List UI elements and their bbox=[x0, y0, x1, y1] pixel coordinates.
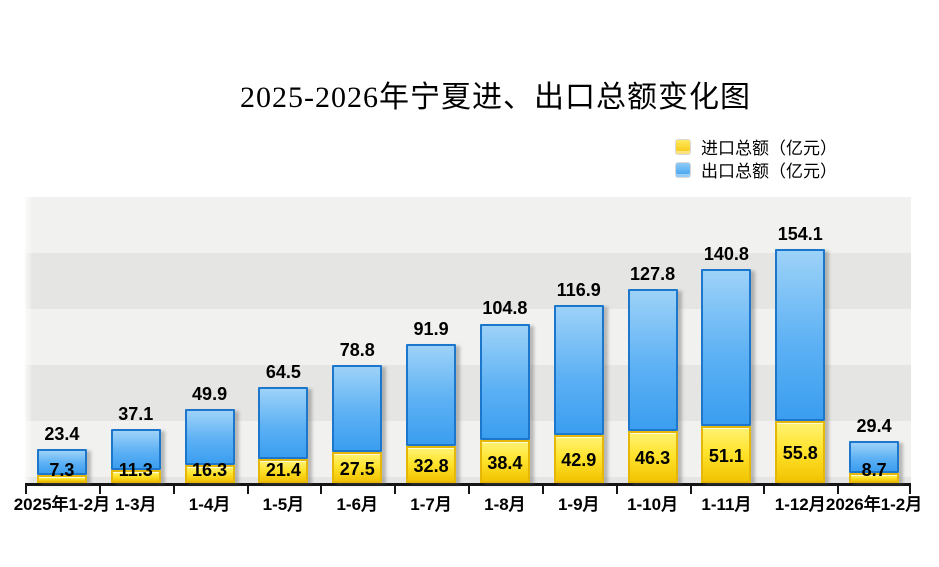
import-bar-segment bbox=[406, 446, 457, 483]
import-value-label: 21.4 bbox=[265, 460, 301, 480]
x-axis-label: 1-9月 bbox=[557, 495, 600, 514]
import-value-label: 27.5 bbox=[339, 458, 375, 479]
export-value-label: 23.4 bbox=[44, 423, 80, 444]
x-axis-tick bbox=[541, 486, 544, 494]
export-value-label: 116.9 bbox=[556, 279, 601, 300]
import-bar-segment bbox=[701, 426, 752, 483]
x-axis-label: 1-4月 bbox=[188, 495, 231, 514]
import-bar-segment bbox=[627, 431, 678, 483]
import-value-label: 46.3 bbox=[635, 448, 671, 469]
export-value-label: 127.8 bbox=[630, 264, 676, 285]
import-swatch-icon bbox=[676, 139, 690, 154]
legend-label-import: 进口总额（亿元） bbox=[701, 139, 837, 158]
bar-group bbox=[184, 409, 235, 483]
export-swatch-icon bbox=[676, 162, 690, 177]
import-value-label: 11.3 bbox=[118, 460, 153, 480]
export-bar-segment bbox=[775, 249, 826, 421]
import-bar-segment bbox=[479, 440, 530, 483]
x-axis-label: 1-11月 bbox=[701, 495, 752, 514]
export-bar-segment bbox=[184, 409, 235, 465]
export-value-label: 37.1 bbox=[118, 404, 154, 425]
export-bar-segment bbox=[406, 344, 457, 447]
export-bar-segment bbox=[36, 448, 87, 475]
bar-group bbox=[110, 429, 161, 483]
export-bar-segment bbox=[701, 269, 752, 427]
export-bar-segment bbox=[849, 440, 900, 474]
x-axis-tick bbox=[909, 486, 911, 494]
x-axis-label: 1-8月 bbox=[484, 495, 526, 514]
import-bar-segment bbox=[258, 459, 309, 483]
x-axis-label: 1-6月 bbox=[336, 495, 379, 514]
x-axis-label: 1-7月 bbox=[410, 495, 452, 514]
bar-group bbox=[849, 440, 900, 483]
bar-group bbox=[627, 289, 678, 483]
x-axis-label: 2025年1-2月 bbox=[13, 495, 111, 514]
export-bar-segment bbox=[553, 305, 604, 436]
x-axis-tick bbox=[172, 486, 175, 494]
import-bar-segment bbox=[110, 470, 161, 483]
legend: 进口总额（亿元） 出口总额（亿元） bbox=[676, 135, 837, 181]
bar-group bbox=[553, 305, 604, 483]
x-axis-label: 1-3月 bbox=[114, 495, 157, 514]
import-value-label: 8.7 bbox=[861, 460, 887, 480]
import-value-label: 32.8 bbox=[413, 455, 449, 476]
export-bar-segment bbox=[110, 429, 161, 471]
export-bar-segment bbox=[332, 364, 383, 453]
import-bar-segment bbox=[849, 473, 900, 483]
bar-group bbox=[406, 344, 457, 483]
bar-group bbox=[258, 387, 309, 483]
x-axis-tick bbox=[763, 486, 766, 494]
x-axis-tick bbox=[394, 486, 397, 494]
export-value-label: 140.8 bbox=[703, 244, 749, 265]
export-bar-segment bbox=[479, 323, 530, 441]
export-value-label: 49.9 bbox=[192, 384, 228, 405]
import-bar-segment bbox=[184, 464, 235, 483]
x-axis-label: 2026年1-2月 bbox=[825, 495, 923, 514]
export-value-label: 64.5 bbox=[265, 362, 301, 383]
import-bar-segment bbox=[36, 474, 87, 483]
legend-item-import: 进口总额（亿元） bbox=[676, 135, 837, 158]
import-value-label: 42.9 bbox=[561, 450, 597, 471]
export-value-label: 154.1 bbox=[777, 224, 823, 245]
x-axis-label: 1-12月 bbox=[774, 495, 826, 514]
bar-group bbox=[332, 364, 383, 483]
import-bar-segment bbox=[553, 435, 604, 483]
x-axis-tick bbox=[837, 486, 840, 494]
chart-title: 2025-2026年宁夏进、出口总额变化图 bbox=[240, 81, 751, 114]
import-value-label: 55.8 bbox=[782, 442, 818, 463]
export-bar-segment bbox=[627, 289, 678, 432]
import-bar-segment bbox=[332, 452, 383, 483]
export-bar-segment bbox=[258, 387, 309, 460]
bar-group bbox=[775, 249, 826, 483]
x-axis-tick bbox=[468, 486, 470, 494]
export-value-label: 104.8 bbox=[482, 298, 528, 319]
x-axis-tick bbox=[689, 486, 692, 494]
x-axis-tick bbox=[25, 486, 27, 494]
legend-item-export: 出口总额（亿元） bbox=[676, 158, 837, 181]
bar-group bbox=[701, 269, 752, 483]
export-value-label: 91.9 bbox=[413, 319, 449, 340]
export-value-label: 78.8 bbox=[339, 339, 375, 360]
x-axis-tick bbox=[320, 486, 323, 494]
x-axis-tick bbox=[615, 486, 618, 494]
export-value-label: 29.4 bbox=[856, 415, 892, 436]
x-axis-tick bbox=[98, 486, 101, 494]
import-value-label: 7.3 bbox=[49, 460, 75, 480]
x-axis-label: 1-10月 bbox=[627, 495, 679, 514]
bar-group bbox=[36, 448, 87, 483]
x-axis-label: 1-5月 bbox=[262, 495, 305, 514]
plot-area: 23.4 7.3 2025年1-2月 37.1 11.3 1-3月 49.9 16.3 1-4月… bbox=[14, 197, 922, 514]
import-value-label: 38.4 bbox=[487, 452, 523, 473]
import-value-label: 51.1 bbox=[708, 445, 744, 466]
x-axis-tick bbox=[246, 486, 249, 494]
bar-group bbox=[479, 323, 530, 483]
import-value-label: 16.3 bbox=[192, 460, 228, 480]
legend-label-export: 出口总额（亿元） bbox=[701, 162, 837, 181]
import-bar-segment bbox=[775, 420, 826, 483]
